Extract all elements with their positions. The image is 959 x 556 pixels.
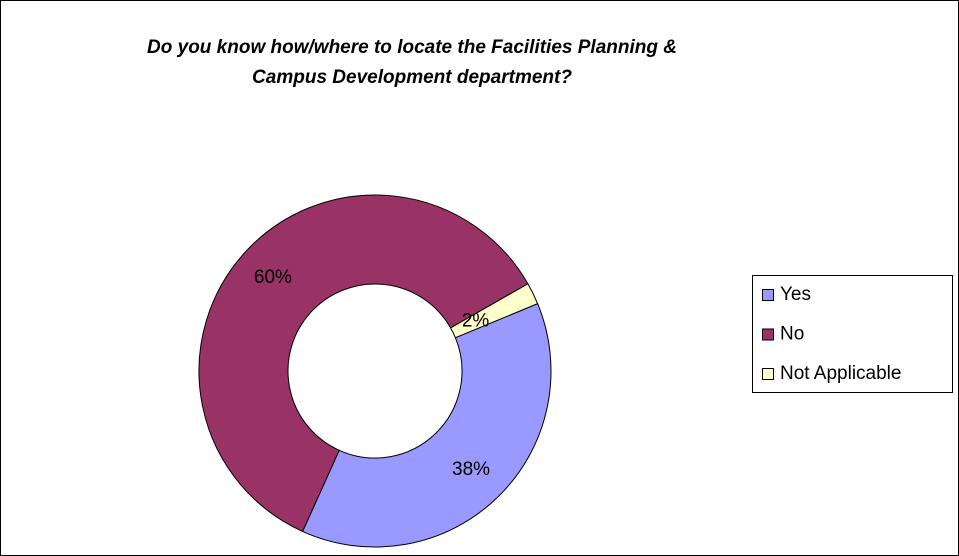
data-label: 38% xyxy=(452,459,490,480)
legend-swatch xyxy=(762,368,774,380)
data-label: 2% xyxy=(462,311,490,332)
chart-title: Do you know how/where to locate the Faci… xyxy=(147,37,677,58)
legend-swatch xyxy=(762,328,774,341)
donut-slice xyxy=(301,302,552,548)
chart-title: Campus Development department? xyxy=(252,67,572,88)
donut-slice xyxy=(449,283,539,339)
legend-label: Not Applicable xyxy=(780,363,901,384)
legend-box xyxy=(752,275,953,393)
data-label: 60% xyxy=(254,267,292,288)
legend-label: Yes xyxy=(780,284,811,305)
donut-slice xyxy=(198,194,529,533)
legend-swatch xyxy=(762,289,774,301)
legend-label: No xyxy=(780,324,804,345)
